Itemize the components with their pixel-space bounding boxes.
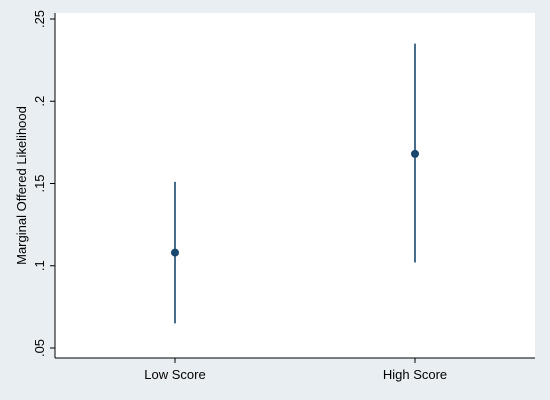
x-tick-label: High Score bbox=[383, 367, 447, 382]
y-ticks: .05 .1 .15 .2 .25 bbox=[32, 10, 55, 357]
points bbox=[171, 149, 419, 257]
x-ticks: Low Score High Score bbox=[144, 358, 447, 382]
point-estimate bbox=[171, 248, 179, 257]
plot-area bbox=[55, 13, 535, 358]
y-tick-label: .05 bbox=[32, 339, 47, 357]
y-tick-label: .1 bbox=[32, 260, 47, 271]
y-tick-label: .2 bbox=[32, 96, 47, 107]
point-estimate bbox=[411, 149, 419, 158]
x-tick-label: Low Score bbox=[144, 367, 205, 382]
y-axis-title: Marginal Offered Likelihood bbox=[14, 106, 29, 265]
y-tick-label: .25 bbox=[32, 10, 47, 28]
y-tick-label: .15 bbox=[32, 174, 47, 192]
